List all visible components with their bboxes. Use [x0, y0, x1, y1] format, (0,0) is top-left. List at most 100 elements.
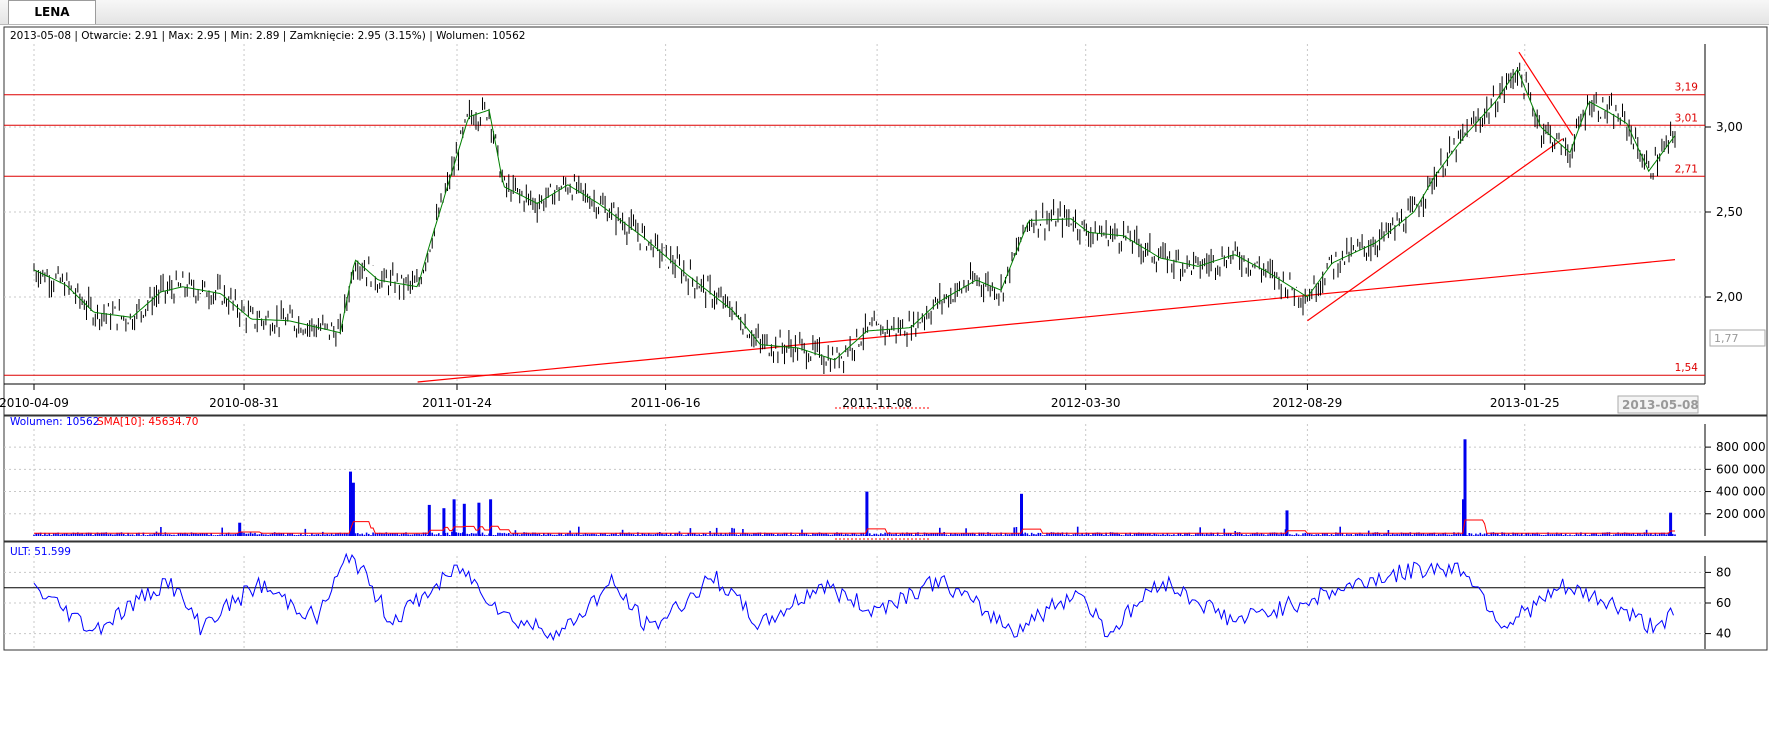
volume-bar: [1479, 532, 1482, 536]
volume-bar: [302, 535, 304, 536]
volume-bar: [341, 533, 344, 536]
trendlines[interactable]: [417, 51, 1676, 383]
volume-bar: [489, 499, 493, 536]
volume-bar: [562, 535, 565, 536]
volume-bar: [527, 532, 530, 536]
volume-bar: [976, 535, 978, 536]
volume-bar: [497, 532, 499, 536]
volume-bar: [853, 533, 856, 536]
volume-bar: [676, 533, 679, 536]
volume-bar: [101, 532, 103, 536]
volume-bar: [685, 534, 687, 536]
volume-bar: [834, 533, 836, 536]
volume-bar: [164, 532, 167, 536]
volume-bar: [534, 532, 536, 536]
volume-bar: [908, 533, 910, 536]
volume-bar: [1466, 535, 1468, 536]
volume-bar: [1413, 533, 1416, 536]
trendline: [1307, 138, 1564, 322]
volume-bar: [396, 533, 398, 536]
volume-bar: [1212, 533, 1215, 536]
volume-bar: [300, 533, 302, 536]
volume-bar: [794, 534, 797, 536]
volume-bar: [1383, 533, 1385, 536]
volume-bar: [1654, 532, 1657, 536]
volume-bar: [475, 533, 477, 536]
volume-sma-line: [34, 519, 1675, 534]
volume-bar: [223, 534, 226, 536]
volume-bar: [538, 533, 541, 536]
volume-bar: [74, 533, 77, 536]
volume-bar: [452, 499, 456, 536]
volume-bar: [1512, 532, 1514, 536]
volume-bar: [836, 532, 838, 536]
volume-bar: [315, 534, 318, 536]
volume-bar: [1564, 533, 1567, 536]
volume-bar: [1046, 532, 1048, 536]
volume-bar: [372, 532, 374, 536]
volume-bar: [131, 534, 134, 536]
volume-bar: [368, 533, 370, 536]
volume-bar: [774, 535, 777, 536]
volume-bar: [284, 535, 287, 536]
ohlc-info: 2013-05-08 | Otwarcie: 2.91 | Max: 2.95 …: [10, 30, 525, 42]
volume-bar: [1271, 532, 1274, 536]
volume-bar: [411, 534, 414, 536]
volume-bar: [112, 534, 114, 536]
volume-bar: [166, 534, 169, 536]
horizontal-levels[interactable]: 3,19 3,01 2,71 1,54: [4, 82, 1705, 376]
volume-bar: [744, 532, 746, 536]
volume-bar: [1494, 533, 1497, 536]
volume-bar: [1201, 533, 1204, 536]
volume-bar: [785, 532, 788, 536]
volume-bar: [1225, 533, 1228, 536]
volume-bar: [90, 532, 92, 536]
volume-bar: [46, 534, 48, 536]
volume-bar: [720, 532, 722, 536]
volume-bar: [448, 535, 451, 536]
volume-bar: [1492, 532, 1495, 536]
volume-bar: [1313, 534, 1315, 536]
moving-average-line: [33, 68, 1676, 361]
volume-bar: [624, 533, 626, 536]
volume-bar: [499, 532, 501, 536]
volume-bar: [1457, 532, 1460, 536]
volume-bar: [195, 533, 197, 536]
chart-canvas[interactable]: 3,193,012,711,54 2010-04-09 2010-08-31 201…: [0, 24, 1769, 736]
volume-bar: [659, 532, 661, 536]
volume-bar: [860, 532, 862, 536]
volume-bar: [1343, 535, 1346, 536]
volume-bar: [639, 534, 641, 536]
volume-bar: [912, 535, 915, 536]
volume-bar: [1085, 532, 1088, 536]
tab-lena[interactable]: LENA: [8, 0, 96, 24]
volume-bar: [1090, 535, 1092, 536]
volume-bar: [140, 535, 142, 536]
volume-bar: [488, 533, 490, 536]
volume-bar: [650, 534, 652, 536]
volume-bar: [862, 532, 865, 536]
volume-bar: [1072, 534, 1075, 536]
volume-bar: [72, 532, 75, 536]
volume-bar: [306, 535, 309, 536]
volume-bar: [1059, 533, 1061, 536]
volume-bar: [381, 533, 383, 536]
volume-bar: [400, 533, 403, 536]
volume-bar: [772, 534, 775, 536]
volume-bar: [59, 534, 62, 536]
volume-bar: [540, 535, 543, 536]
volume-bar: [1411, 534, 1414, 536]
volume-bar: [584, 533, 587, 536]
volume-bar: [431, 532, 433, 536]
volume-bar: [827, 534, 829, 536]
volume-bar: [998, 534, 1000, 536]
volume-bar: [326, 534, 328, 536]
volume-bar: [637, 532, 639, 536]
volume-bar: [203, 533, 206, 536]
volume-bar: [928, 534, 930, 536]
volume-bar: [1300, 535, 1302, 536]
volume-bar: [1505, 534, 1508, 536]
volume-bar: [81, 533, 83, 536]
volume-bar: [173, 534, 175, 536]
volume-tick-label: 800 000: [1716, 440, 1766, 454]
